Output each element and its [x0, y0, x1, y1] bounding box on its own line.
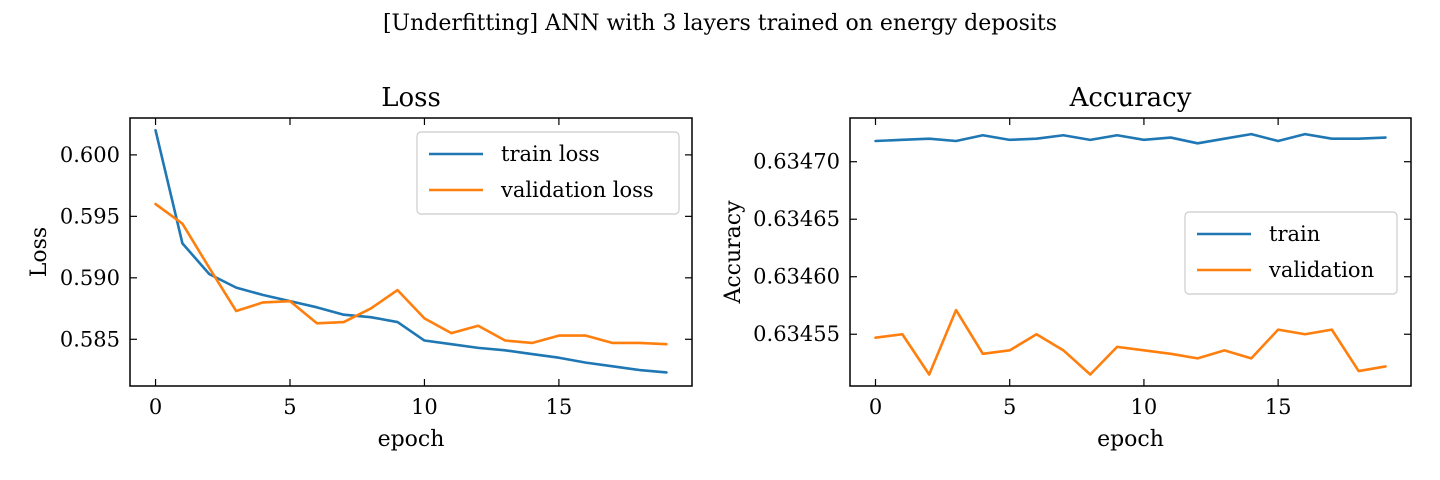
- loss-y-tick-label: 0.600: [60, 143, 120, 167]
- loss-y-axis-label: Loss: [27, 227, 52, 277]
- loss-legend-label-train: train loss: [501, 142, 600, 166]
- loss-x-tick-label: 15: [546, 395, 573, 419]
- loss-series-line-train: [154, 128, 668, 374]
- accuracy-axes-frame: [849, 117, 1412, 387]
- accuracy-y-tick-label: 0.63470: [753, 150, 840, 174]
- loss-x-tick-label: 10: [411, 395, 438, 419]
- loss-x-axis-label: epoch: [378, 427, 445, 452]
- figure-suptitle: [Underfitting] ANN with 3 layers trained…: [383, 11, 1057, 36]
- loss-y-tick-label: 0.585: [60, 327, 120, 351]
- loss-y-tick-label: 0.595: [60, 204, 120, 228]
- accuracy-legend-label-validation: validation: [1268, 258, 1374, 282]
- accuracy-x-tick-label: 0: [869, 395, 882, 419]
- accuracy-legend-label-train: train: [1269, 222, 1320, 246]
- loss-legend-box: [416, 131, 680, 215]
- accuracy-title: Accuracy: [1069, 83, 1192, 113]
- loss-panel: Loss 0 5 10 15 0.585 0.590 0.595 0.600 epoch Loss t…: [27, 83, 693, 452]
- accuracy-x-tick-label: 10: [1131, 395, 1158, 419]
- loss-legend: train loss validation loss: [416, 131, 680, 215]
- loss-y-tick-label: 0.590: [60, 266, 120, 290]
- accuracy-y-tick-label: 0.63465: [753, 207, 840, 231]
- accuracy-series-line-validation: [874, 308, 1387, 376]
- loss-series-line-validation: [154, 202, 668, 346]
- loss-axes-frame: [129, 117, 693, 387]
- loss-legend-label-validation: validation loss: [500, 178, 654, 202]
- loss-x-tick-label: 5: [283, 395, 296, 419]
- accuracy-y-tick-label: 0.63460: [753, 265, 840, 289]
- accuracy-legend: train validation: [1184, 211, 1398, 295]
- loss-title: Loss: [381, 83, 441, 113]
- accuracy-x-tick-label: 5: [1003, 395, 1016, 419]
- accuracy-legend-box: [1184, 211, 1398, 295]
- accuracy-x-tick-label: 15: [1265, 395, 1292, 419]
- accuracy-x-axis-label: epoch: [1097, 427, 1164, 452]
- accuracy-y-axis-label: Accuracy: [721, 200, 746, 305]
- accuracy-panel: Accuracy 0 5 10 15 0.63455 0.63460 0.63465 0.634…: [721, 83, 1412, 452]
- accuracy-series-line-train: [874, 132, 1387, 145]
- accuracy-y-tick-label: 0.63455: [753, 322, 840, 346]
- loss-x-tick-label: 0: [149, 395, 162, 419]
